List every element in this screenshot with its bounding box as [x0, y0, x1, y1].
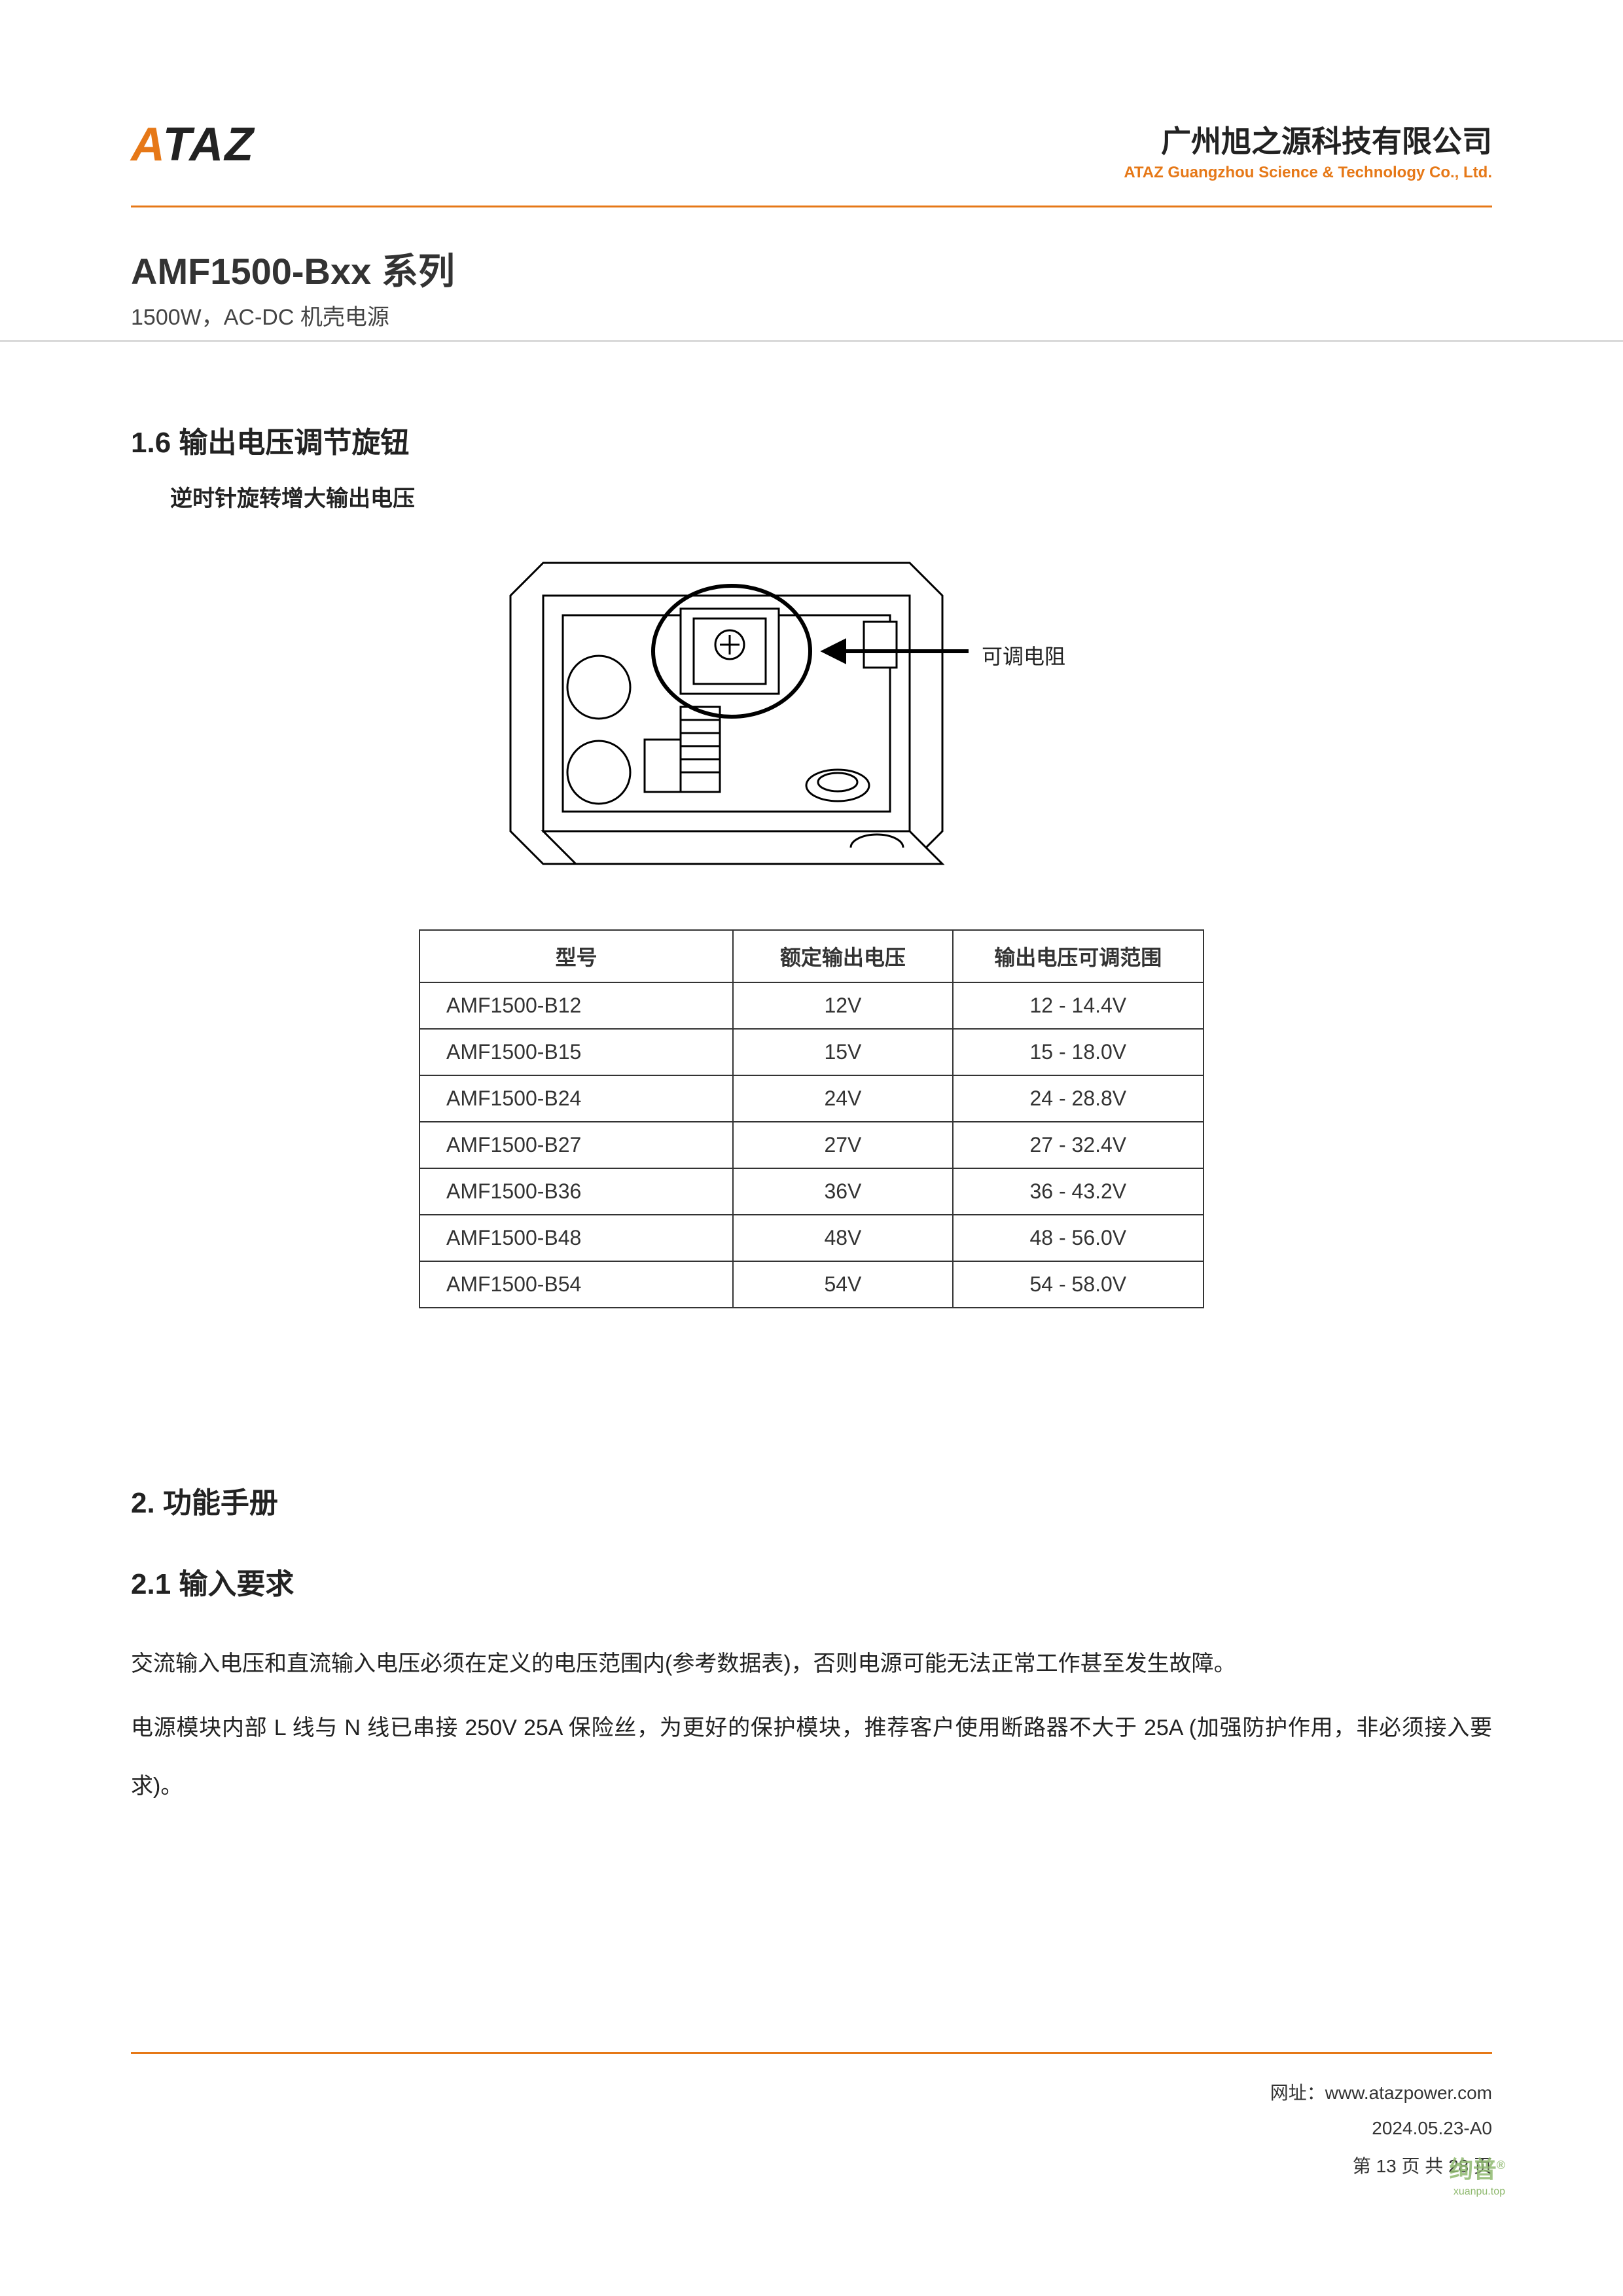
- table-header-row: 型号 额定输出电压 输出电压可调范围: [419, 930, 1204, 982]
- header-divider: [131, 206, 1492, 207]
- company-name-cn: 广州旭之源科技有限公司: [1124, 118, 1492, 161]
- page-header: ATAZ 广州旭之源科技有限公司 ATAZ Guangzhou Science …: [131, 118, 1492, 182]
- table-row: AMF1500-B24 24V 24 - 28.8V: [419, 1075, 1204, 1122]
- cell-rated: 48V: [733, 1215, 952, 1261]
- product-title-block: AMF1500-Bxx 系列 1500W，AC-DC 机壳电源: [131, 242, 455, 331]
- table-row: AMF1500-B48 48V 48 - 56.0V: [419, 1215, 1204, 1261]
- section-2-1-p1: 交流输入电压和直流输入电压必须在定义的电压范围内(参考数据表)，否则电源可能无法…: [131, 1635, 1492, 1693]
- cell-range: 48 - 56.0V: [953, 1215, 1204, 1261]
- diagram-arrow-label: 可调电阻: [982, 640, 1065, 670]
- th-rated: 额定输出电压: [733, 930, 952, 982]
- cell-model: AMF1500-B54: [419, 1261, 733, 1308]
- cell-rated: 54V: [733, 1261, 952, 1308]
- cell-rated: 36V: [733, 1168, 952, 1215]
- footer-date: 2024.05.23-A0: [1270, 2118, 1492, 2139]
- logo: ATAZ: [131, 118, 255, 171]
- footer-divider: [131, 2052, 1492, 2054]
- section-1-6-subtitle: 逆时针旋转增大输出电压: [170, 480, 1492, 512]
- section-2-title: 2. 功能手册: [131, 1479, 1492, 1521]
- adjustment-diagram: 可调电阻: [484, 524, 1139, 877]
- cell-model: AMF1500-B27: [419, 1122, 733, 1168]
- product-name: AMF1500-Bxx 系列: [131, 242, 455, 295]
- section-2-1-p2: 电源模块内部 L 线与 N 线已串接 250V 25A 保险丝，为更好的保护模块…: [131, 1699, 1492, 1815]
- cell-range: 27 - 32.4V: [953, 1122, 1204, 1168]
- watermark-text: 绚普: [1450, 2156, 1497, 2183]
- logo-rest: TAZ: [163, 118, 255, 171]
- cell-rated: 27V: [733, 1122, 952, 1168]
- th-range: 输出电压可调范围: [953, 930, 1204, 982]
- cell-model: AMF1500-B24: [419, 1075, 733, 1122]
- table-row: AMF1500-B36 36V 36 - 43.2V: [419, 1168, 1204, 1215]
- table-row: AMF1500-B27 27V 27 - 32.4V: [419, 1122, 1204, 1168]
- cell-model: AMF1500-B36: [419, 1168, 733, 1215]
- section-2: 2. 功能手册 2.1 输入要求 交流输入电压和直流输入电压必须在定义的电压范围…: [131, 1479, 1492, 1821]
- cell-model: AMF1500-B48: [419, 1215, 733, 1261]
- title-divider: [0, 340, 1623, 342]
- cell-range: 12 - 14.4V: [953, 982, 1204, 1029]
- watermark-sub: xuanpu.top: [1454, 2186, 1505, 2198]
- pcb-diagram-svg: [484, 524, 1139, 877]
- cell-rated: 24V: [733, 1075, 952, 1122]
- section-2-1-title: 2.1 输入要求: [131, 1560, 1492, 1602]
- cell-range: 24 - 28.8V: [953, 1075, 1204, 1122]
- cell-rated: 15V: [733, 1029, 952, 1075]
- cell-rated: 12V: [733, 982, 952, 1029]
- table-row: AMF1500-B54 54V 54 - 58.0V: [419, 1261, 1204, 1308]
- section-1-6: 1.6 输出电压调节旋钮 逆时针旋转增大输出电压: [131, 419, 1492, 512]
- cell-range: 36 - 43.2V: [953, 1168, 1204, 1215]
- th-model: 型号: [419, 930, 733, 982]
- logo-letter-a: A: [131, 118, 163, 171]
- table-row: AMF1500-B12 12V 12 - 14.4V: [419, 982, 1204, 1029]
- cell-model: AMF1500-B15: [419, 1029, 733, 1075]
- cell-range: 15 - 18.0V: [953, 1029, 1204, 1075]
- voltage-table-el: 型号 额定输出电压 输出电压可调范围 AMF1500-B12 12V 12 - …: [419, 929, 1204, 1308]
- voltage-table: 型号 额定输出电压 输出电压可调范围 AMF1500-B12 12V 12 - …: [419, 929, 1204, 1308]
- cell-model: AMF1500-B12: [419, 982, 733, 1029]
- section-1-6-title: 1.6 输出电压调节旋钮: [131, 419, 1492, 461]
- cell-range: 54 - 58.0V: [953, 1261, 1204, 1308]
- footer-url: 网址：www.atazpower.com: [1270, 2079, 1492, 2105]
- company-name-en: ATAZ Guangzhou Science & Technology Co.,…: [1124, 164, 1492, 182]
- table-row: AMF1500-B15 15V 15 - 18.0V: [419, 1029, 1204, 1075]
- company-block: 广州旭之源科技有限公司 ATAZ Guangzhou Science & Tec…: [1124, 118, 1492, 182]
- watermark: 绚普®: [1450, 2151, 1505, 2185]
- product-desc: 1500W，AC-DC 机壳电源: [131, 299, 455, 331]
- watermark-reg: ®: [1497, 2159, 1505, 2172]
